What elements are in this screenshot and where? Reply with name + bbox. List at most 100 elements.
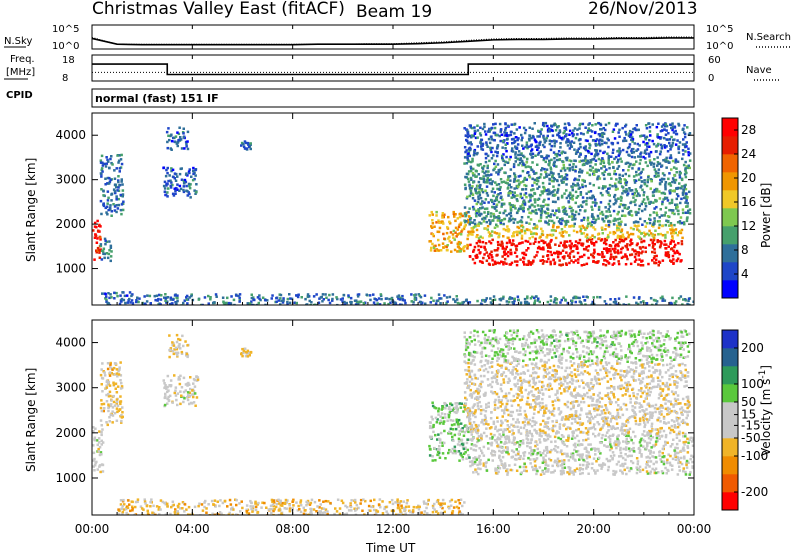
power-cell-8 — [459, 233, 463, 236]
power-cell-7 — [437, 293, 441, 296]
power-cell-11 — [498, 211, 502, 214]
power-cell-11 — [591, 201, 595, 204]
velocity-cell-1 — [105, 400, 109, 403]
power-cell-11 — [602, 220, 606, 223]
velocity-cell-5 — [383, 507, 386, 511]
power-cell-11 — [493, 162, 496, 166]
velocity-cell-1 — [105, 384, 108, 387]
power-cell-7 — [414, 293, 417, 296]
power-cell-13 — [687, 303, 691, 305]
power-cell-11 — [466, 195, 469, 199]
velocity-cell-7 — [479, 458, 482, 462]
power-cell-11 — [671, 180, 674, 184]
power-cell-10 — [618, 225, 622, 228]
power-cell-11 — [618, 173, 621, 177]
power-cell-11 — [623, 206, 626, 210]
power-cell-7 — [296, 295, 300, 299]
velocity-cell-1 — [118, 408, 122, 411]
power-cell-12 — [503, 131, 506, 134]
power-cell-7 — [399, 303, 402, 305]
power-cell-12 — [552, 123, 556, 127]
velocity-cell-1 — [113, 411, 117, 415]
power-cell-11 — [520, 220, 524, 224]
power-cell-9 — [478, 239, 481, 242]
velocity-cell-5 — [134, 500, 138, 504]
power-cell-11 — [568, 167, 572, 170]
power-cell-9 — [655, 254, 658, 258]
velocity-cell-7 — [535, 468, 538, 471]
velocity-cell-3 — [185, 352, 189, 356]
power-cell-13 — [636, 302, 640, 305]
power-cell-12 — [549, 148, 553, 152]
power-cell-9 — [558, 259, 561, 262]
power-cell-9 — [502, 263, 505, 266]
power-cell-12 — [595, 151, 598, 154]
power-cell-7 — [166, 300, 169, 303]
power-cell-12 — [652, 142, 656, 146]
power-cell-2 — [118, 302, 122, 305]
power-cell-12 — [573, 148, 576, 151]
power-cell-11 — [658, 182, 662, 185]
velocity-cell-5 — [417, 508, 421, 511]
velocity-cell-0 — [93, 436, 97, 439]
power-cell-11 — [656, 161, 660, 164]
power-cell-7 — [305, 303, 309, 305]
power-cell-7 — [201, 303, 204, 305]
power-cell-9 — [634, 249, 637, 253]
velocity-cell-5 — [179, 507, 182, 510]
power-cell-9 — [651, 259, 654, 262]
power-cell-3 — [116, 189, 119, 192]
power-cell-9 — [539, 259, 542, 262]
power-cell-12 — [512, 137, 515, 141]
power-cell-11 — [539, 193, 542, 197]
power-cell-11 — [572, 216, 575, 219]
power-cell-4 — [188, 171, 191, 175]
velocity-cell-1 — [105, 379, 109, 383]
velocity-cell-5 — [285, 507, 288, 510]
power-cell-12 — [481, 148, 485, 151]
power-cell-12 — [506, 137, 509, 140]
power-cell-11 — [608, 187, 611, 190]
power-cell-11 — [497, 170, 501, 173]
velocity-cell-7 — [480, 449, 483, 452]
power-cell-4 — [188, 192, 191, 196]
power-cell-11 — [642, 193, 645, 197]
power-cell-12 — [556, 125, 559, 129]
power-cell-4 — [171, 168, 175, 172]
velocity-cell-6 — [438, 448, 441, 451]
power-cell-12 — [485, 143, 488, 146]
power-cell-11 — [646, 164, 649, 168]
power-cell-11 — [624, 172, 627, 176]
power-cell-7 — [375, 298, 379, 302]
velocity-cell-5 — [143, 498, 146, 501]
power-cell-11 — [676, 205, 679, 209]
power-cell-9 — [580, 243, 583, 246]
power-cell-4 — [182, 185, 186, 188]
power-cell-11 — [675, 193, 679, 196]
velocity-cell-6 — [444, 416, 447, 419]
velocity-cell-5 — [396, 498, 399, 501]
power-cell-7 — [297, 293, 300, 296]
power-cell-13 — [574, 296, 578, 300]
velocity-cell-5 — [428, 513, 432, 515]
power-cell-9 — [488, 256, 491, 260]
power-cell-13 — [523, 300, 527, 304]
velocity-cell-7 — [620, 455, 623, 458]
power-cell-11 — [597, 186, 601, 189]
power-cell-11 — [510, 196, 513, 199]
power-cell-5 — [174, 135, 178, 138]
power-cell-9 — [554, 243, 557, 246]
velocity-cell-6 — [447, 432, 450, 435]
power-cell-1 — [103, 256, 106, 260]
power-cell-11 — [492, 194, 495, 198]
power-cell-9 — [532, 259, 535, 262]
power-cell-12 — [688, 152, 692, 155]
velocity-cell-5 — [338, 512, 342, 515]
beam-title: Beam 19 — [356, 2, 432, 22]
velocity-cell-1 — [119, 387, 123, 390]
power-cell-12 — [584, 148, 587, 151]
velocity-cell-1 — [103, 371, 106, 374]
power-cell-11 — [530, 188, 533, 192]
velocity-cell-6 — [455, 411, 458, 415]
